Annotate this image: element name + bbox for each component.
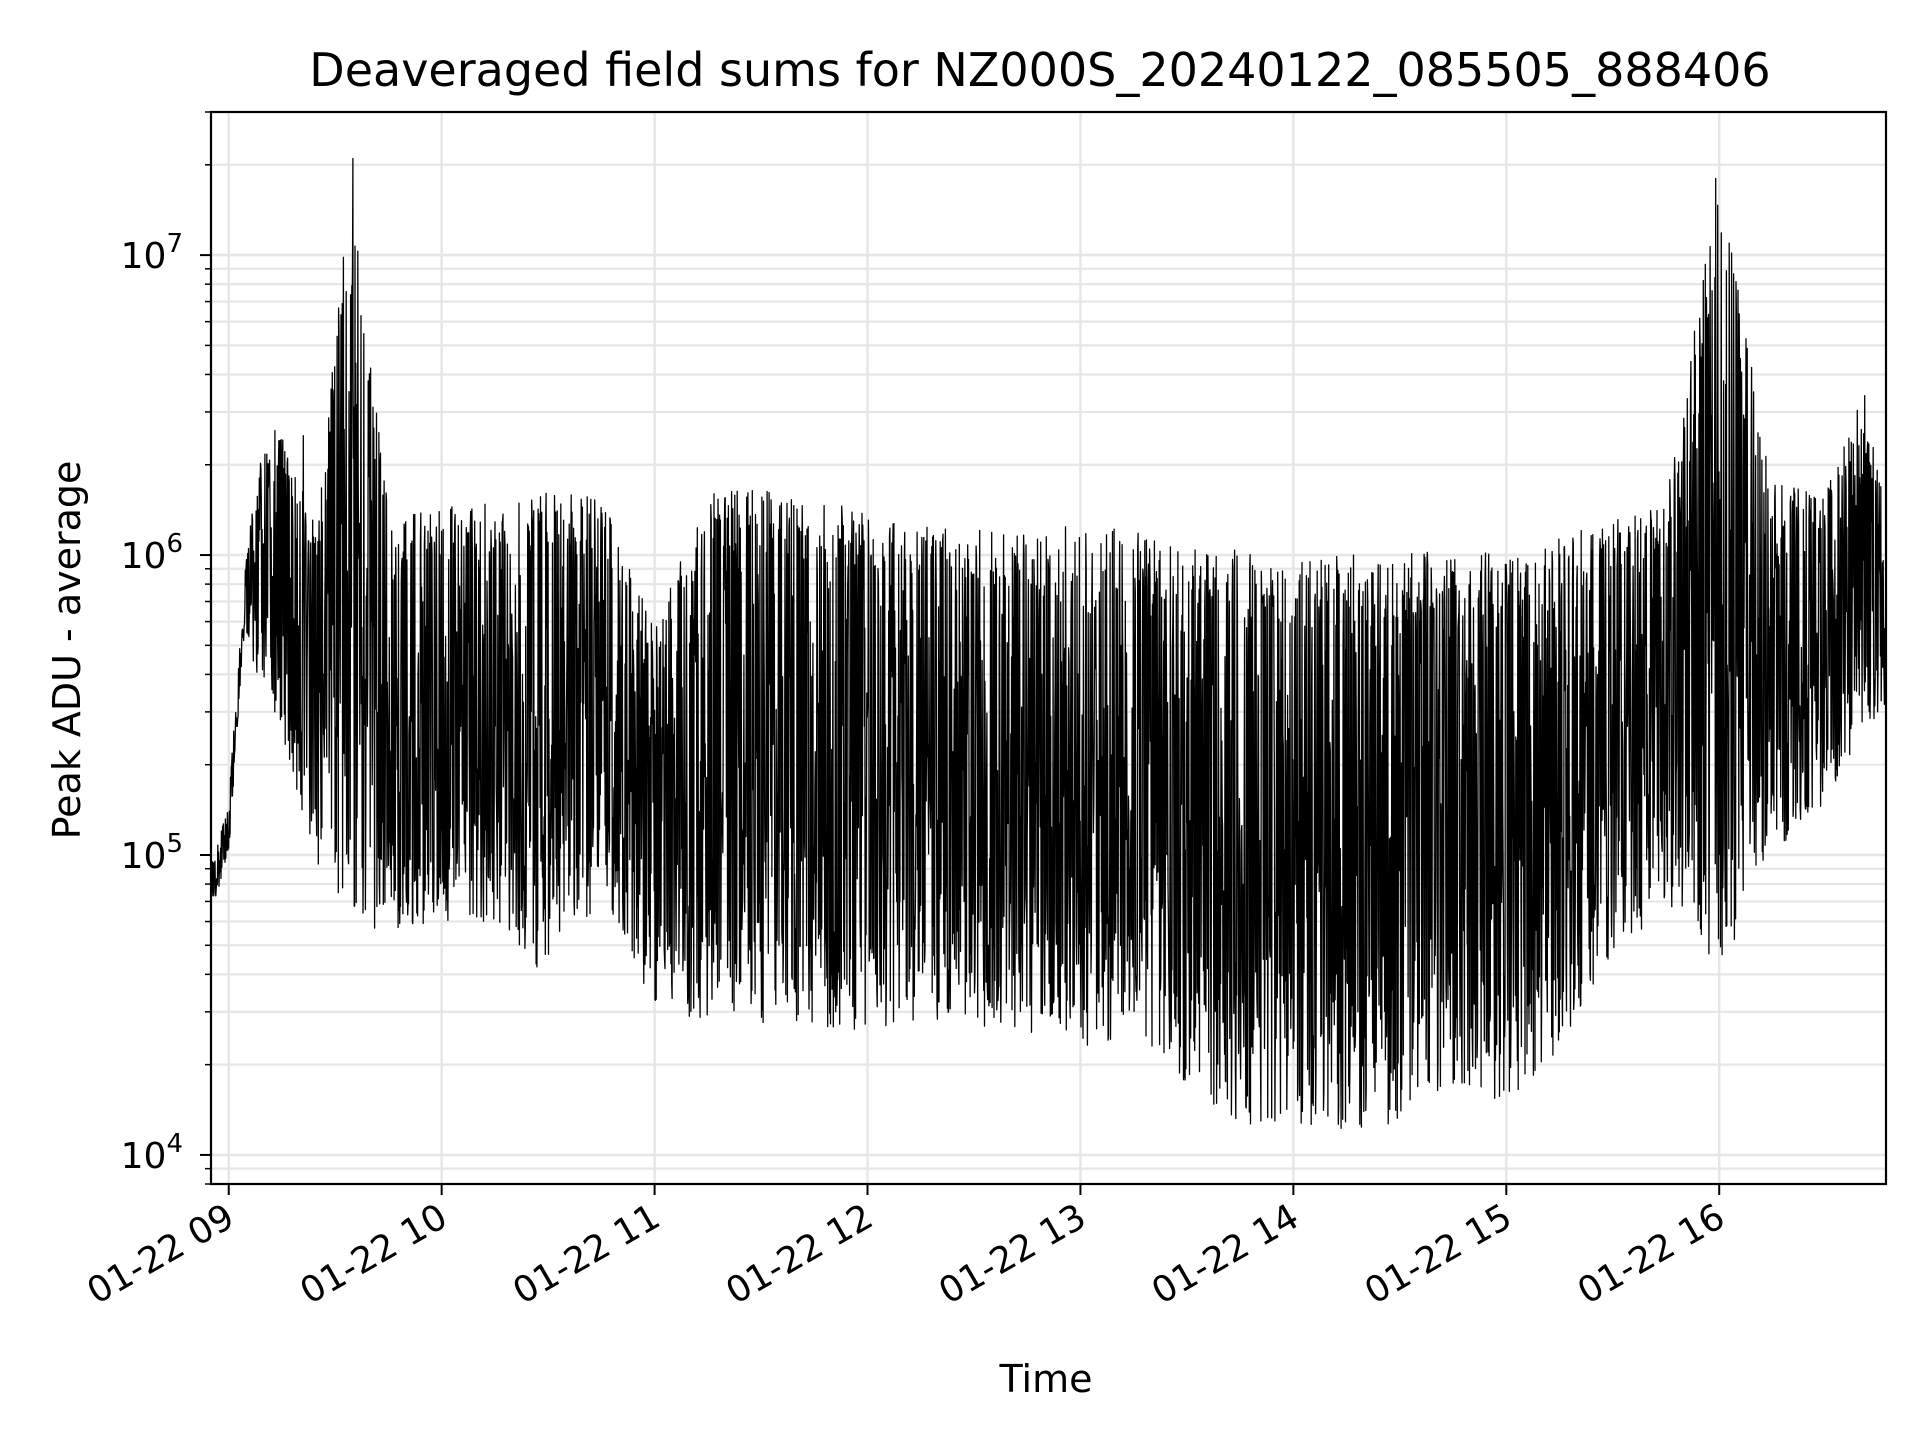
y-tick-label: 106: [121, 529, 183, 577]
x-axis-label: Time: [999, 1357, 1093, 1401]
chart-title: Deaveraged field sums for NZ000S_2024012…: [309, 43, 1770, 97]
data-series: [210, 157, 1887, 1129]
series-line: [210, 157, 1887, 1129]
y-tick-label: 105: [121, 829, 183, 877]
plot-frame: [209, 110, 1888, 1186]
y-tick-label: 104: [121, 1129, 183, 1177]
y-tick-label: 107: [121, 229, 183, 277]
y-axis-label: Peak ADU - average: [45, 461, 89, 840]
